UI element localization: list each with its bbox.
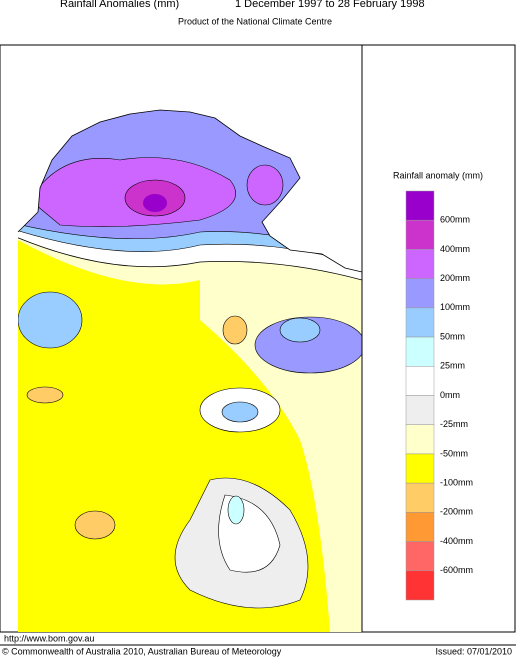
legend-swatch — [405, 336, 435, 367]
legend-swatch — [405, 190, 435, 221]
legend-label: -200mm — [440, 507, 473, 517]
legend-swatch — [405, 512, 435, 542]
legend-label: 600mm — [440, 215, 470, 225]
legend-title: Rainfall anomaly (mm) — [393, 170, 483, 180]
legend-label: 0mm — [440, 390, 460, 400]
legend-swatch — [405, 395, 435, 425]
title: Rainfall Anomalies (mm) — [60, 0, 179, 10]
subtitle: Product of the National Climate Centre — [178, 16, 332, 26]
legend-swatch — [405, 278, 435, 309]
legend-swatch — [405, 482, 435, 513]
legend-label: 200mm — [440, 273, 470, 283]
legend-label: 400mm — [440, 244, 470, 254]
legend-panel — [361, 44, 516, 633]
legend-swatch — [405, 366, 435, 396]
legend-label: -50mm — [440, 448, 468, 458]
legend-label: 50mm — [440, 331, 465, 341]
legend-label: 100mm — [440, 302, 470, 312]
legend: 600mm 400mm 200mm 100mm 50mm 25mm 0mm -25mm -50m… — [405, 190, 473, 601]
period: 1 December 1997 to 28 February 1998 — [235, 0, 425, 10]
legend-label: -25mm — [440, 419, 468, 429]
copyright: © Commonwealth of Australia 2010, Austra… — [2, 646, 282, 656]
legend-label: -400mm — [440, 536, 473, 546]
legend-swatch — [405, 307, 435, 338]
coastline — [17, 109, 363, 273]
legend-swatch — [405, 219, 435, 250]
legend-label: -600mm — [440, 565, 473, 575]
url: http://www.bom.gov.au — [4, 633, 94, 643]
legend-swatch — [405, 570, 435, 601]
legend-swatch — [405, 541, 435, 572]
legend-label: -100mm — [440, 478, 473, 488]
legend-label: 25mm — [440, 361, 465, 371]
issued: Issued: 07/01/2010 — [435, 646, 512, 656]
legend-swatch — [405, 453, 435, 484]
legend-swatch — [405, 249, 435, 279]
legend-swatch — [405, 424, 435, 455]
